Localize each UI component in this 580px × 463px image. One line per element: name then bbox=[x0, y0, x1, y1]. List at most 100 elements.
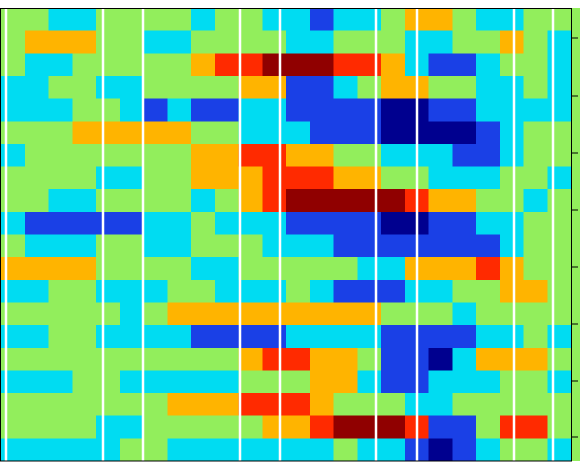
contour-cell bbox=[215, 325, 239, 348]
contour-cell bbox=[547, 370, 571, 393]
contour-cell bbox=[310, 348, 334, 371]
contour-cell bbox=[25, 144, 49, 167]
contour-cell bbox=[191, 31, 215, 54]
contour-cell bbox=[120, 212, 144, 235]
contour-cell bbox=[381, 99, 405, 122]
contour-cell bbox=[429, 53, 453, 76]
contour-cell bbox=[334, 416, 358, 439]
contour-cell bbox=[239, 438, 263, 461]
contour-cell bbox=[500, 53, 524, 76]
contour-cell bbox=[120, 348, 144, 371]
contour-cell bbox=[215, 189, 239, 212]
contour-cell bbox=[357, 280, 381, 303]
contour-cell bbox=[357, 76, 381, 99]
contour-cell bbox=[239, 280, 263, 303]
contour-cell bbox=[286, 167, 310, 190]
contour-cell bbox=[452, 144, 476, 167]
contour-cell bbox=[547, 257, 571, 280]
contour-cell bbox=[1, 76, 25, 99]
contour-cell bbox=[429, 167, 453, 190]
contour-cell bbox=[381, 121, 405, 144]
contour-cell bbox=[310, 8, 334, 31]
contour-cell bbox=[144, 99, 168, 122]
contour-cell bbox=[524, 121, 548, 144]
contour-cell bbox=[239, 416, 263, 439]
contour-cell bbox=[310, 325, 334, 348]
contour-cell bbox=[191, 99, 215, 122]
contour-cell bbox=[357, 99, 381, 122]
contour-cell bbox=[144, 189, 168, 212]
contour-cell bbox=[191, 257, 215, 280]
contour-cell bbox=[357, 235, 381, 258]
contour-cell bbox=[120, 325, 144, 348]
contour-cell bbox=[1, 53, 25, 76]
contour-cell bbox=[144, 212, 168, 235]
contour-cell bbox=[452, 53, 476, 76]
contour-cell bbox=[476, 76, 500, 99]
contour-cell bbox=[1, 167, 25, 190]
contour-cell bbox=[191, 167, 215, 190]
contour-cell bbox=[167, 167, 191, 190]
contour-cell bbox=[72, 189, 96, 212]
contour-cell bbox=[262, 167, 286, 190]
contour-cell bbox=[72, 31, 96, 54]
contour-cell bbox=[547, 348, 571, 371]
contour-cell bbox=[310, 53, 334, 76]
contour-cell bbox=[452, 121, 476, 144]
contour-cell bbox=[96, 302, 120, 325]
contour-cell bbox=[452, 189, 476, 212]
contour-cell bbox=[167, 76, 191, 99]
contour-cell bbox=[25, 348, 49, 371]
contour-cell bbox=[262, 416, 286, 439]
contour-cell bbox=[49, 99, 73, 122]
contour-cell bbox=[144, 348, 168, 371]
contour-cell bbox=[144, 325, 168, 348]
contour-cell bbox=[49, 280, 73, 303]
contour-cell bbox=[49, 416, 73, 439]
contour-cell bbox=[25, 393, 49, 416]
contour-cell bbox=[310, 235, 334, 258]
contour-cell bbox=[262, 8, 286, 31]
contour-cell bbox=[120, 31, 144, 54]
contour-cell bbox=[239, 348, 263, 371]
contour-cell bbox=[476, 167, 500, 190]
contour-cell bbox=[547, 438, 571, 461]
contour-cell bbox=[167, 121, 191, 144]
contour-cell bbox=[524, 167, 548, 190]
contour-cell bbox=[191, 393, 215, 416]
contour-cell bbox=[96, 280, 120, 303]
contour-cell bbox=[381, 76, 405, 99]
contour-cell bbox=[120, 257, 144, 280]
contour-cell bbox=[144, 167, 168, 190]
contour-cell bbox=[357, 167, 381, 190]
contour-cell bbox=[452, 99, 476, 122]
contour-cell bbox=[120, 189, 144, 212]
contour-cell bbox=[452, 348, 476, 371]
contour-cell bbox=[144, 257, 168, 280]
contour-cell bbox=[262, 212, 286, 235]
contour-cell bbox=[72, 348, 96, 371]
contour-cell bbox=[25, 416, 49, 439]
contour-cell bbox=[215, 144, 239, 167]
contour-cell bbox=[262, 302, 286, 325]
contour-cell bbox=[524, 393, 548, 416]
contour-cell bbox=[524, 348, 548, 371]
contour-cell bbox=[286, 212, 310, 235]
contour-cell bbox=[49, 76, 73, 99]
contour-cell bbox=[239, 121, 263, 144]
contour-cell bbox=[191, 438, 215, 461]
contour-cell bbox=[429, 416, 453, 439]
contour-cell bbox=[500, 99, 524, 122]
contour-cell bbox=[286, 76, 310, 99]
contour-cell bbox=[524, 325, 548, 348]
contour-cell bbox=[429, 99, 453, 122]
contour-cell bbox=[310, 31, 334, 54]
contour-cell bbox=[120, 167, 144, 190]
contour-cell bbox=[25, 302, 49, 325]
contour-cell bbox=[334, 8, 358, 31]
contour-cell bbox=[476, 280, 500, 303]
contour-cell bbox=[357, 212, 381, 235]
contour-cell bbox=[524, 99, 548, 122]
contour-cell bbox=[429, 31, 453, 54]
contour-cell bbox=[381, 370, 405, 393]
